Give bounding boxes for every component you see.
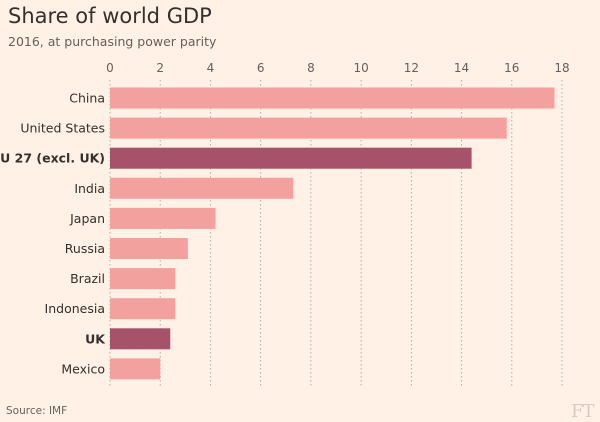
category-label: Brazil [70, 271, 105, 286]
x-tick-label: 14 [454, 61, 469, 75]
x-tick-label: 12 [404, 61, 419, 75]
bar [110, 328, 171, 350]
x-tick-label: 16 [504, 61, 519, 75]
bar [110, 358, 161, 380]
category-label: United States [20, 121, 105, 136]
bar [110, 117, 507, 139]
x-tick-label: 6 [257, 61, 265, 75]
bar [110, 238, 188, 259]
chart-title: Share of world GDP [8, 4, 212, 28]
category-label: EU 27 (excl. UK) [0, 151, 105, 166]
category-label: Japan [69, 211, 105, 226]
bar [110, 298, 176, 320]
bar-chart: 0 2 4 6 8 10 12 14 16 18 China United States EU 27 (… [0, 61, 570, 386]
x-tick-label: 10 [353, 61, 368, 75]
category-label: India [74, 181, 105, 196]
category-label: UK [85, 331, 106, 346]
bar [110, 177, 294, 199]
category-label: Russia [65, 241, 105, 256]
x-tick-label: 18 [554, 61, 569, 75]
x-tick-label: 4 [207, 61, 215, 75]
bar [110, 207, 216, 229]
chart-subtitle: 2016, at purchasing power parity [8, 34, 217, 49]
bar [110, 147, 472, 169]
bar [110, 268, 176, 290]
source-note: Source: IMF [6, 405, 68, 417]
ft-logo: FT [571, 401, 594, 422]
x-tick-label: 8 [307, 61, 315, 75]
category-label: Mexico [61, 361, 105, 376]
category-label: Indonesia [45, 301, 105, 316]
x-tick-label: 2 [156, 61, 164, 75]
category-label: China [69, 91, 105, 106]
x-tick-label: 0 [106, 61, 114, 75]
bar [110, 87, 555, 109]
